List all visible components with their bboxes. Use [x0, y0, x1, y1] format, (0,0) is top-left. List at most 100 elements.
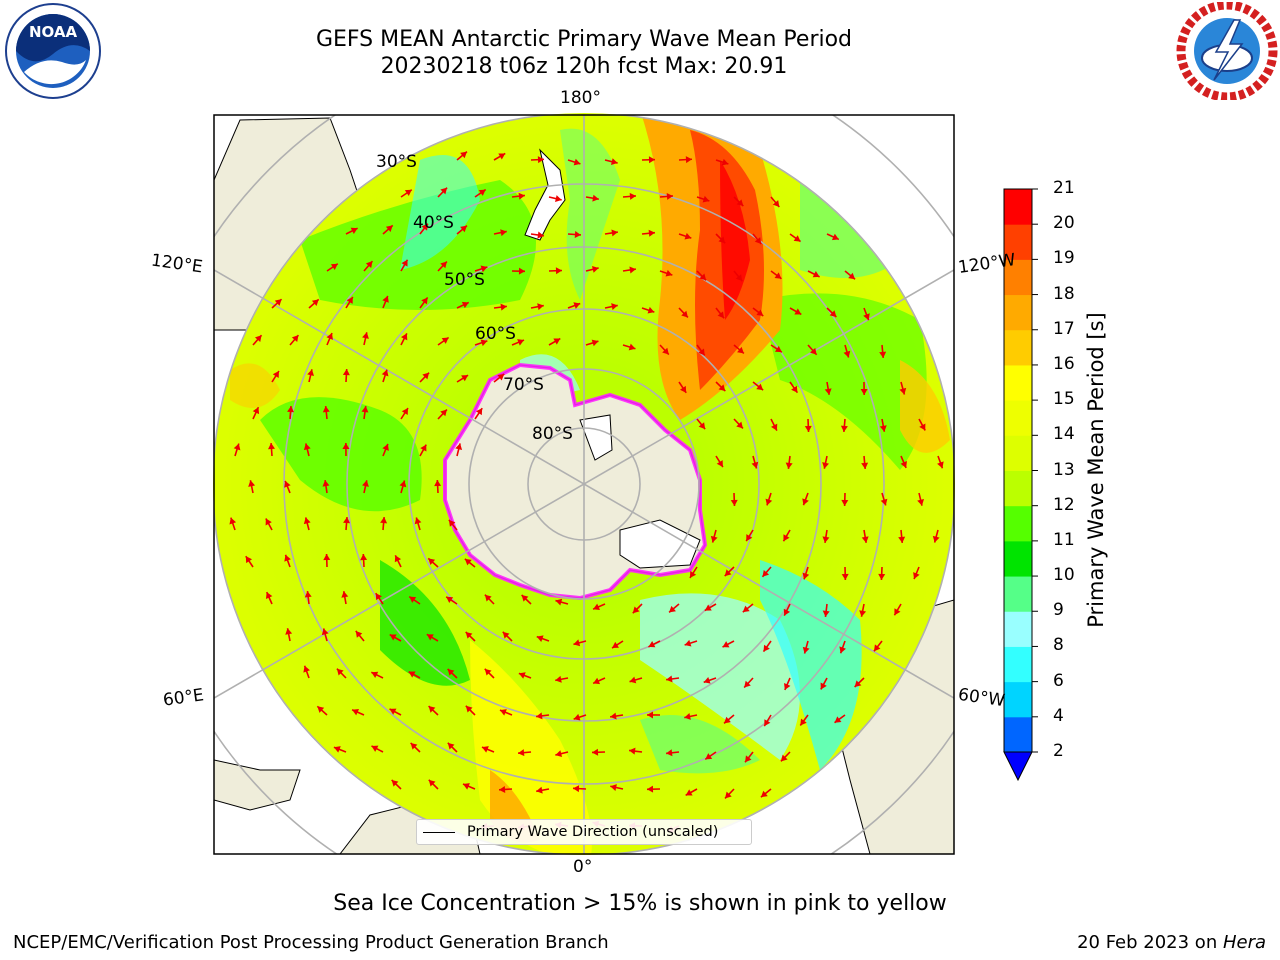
- colorbar-tick-label: 2: [1053, 741, 1064, 761]
- wave-direction-arrow: [428, 779, 439, 790]
- wave-direction-arrow: [464, 558, 476, 568]
- colorbar-tick-label: 15: [1053, 389, 1075, 410]
- wave-direction-arrow: [861, 455, 869, 470]
- wave-direction-arrow: [585, 339, 599, 347]
- colorbar-tick-label: 14: [1053, 424, 1075, 445]
- wave-direction-arrow: [592, 677, 606, 685]
- wave-direction-arrow: [474, 407, 483, 420]
- wave-direction-arrow: [342, 368, 350, 383]
- lat-label-30s: 30°S: [376, 152, 417, 172]
- wave-direction-arrow: [668, 603, 680, 614]
- wave-direction-arrow: [770, 418, 778, 431]
- wave-direction-arrow: [684, 712, 698, 720]
- wave-direction-arrow: [342, 442, 350, 457]
- wave-direction-arrow: [437, 336, 450, 346]
- wave-direction-arrow: [567, 231, 582, 239]
- wave-direction-arrow: [465, 631, 476, 642]
- wave-direction-arrow: [780, 751, 791, 762]
- wave-direction-arrow: [761, 566, 772, 578]
- wave-direction-arrow: [408, 670, 421, 679]
- wave-direction-arrow: [316, 705, 328, 716]
- colorbar-segment: [1004, 189, 1032, 225]
- wave-direction-arrow: [770, 270, 782, 280]
- wave-direction-arrow: [493, 303, 507, 311]
- wave-direction-arrow: [252, 334, 263, 346]
- wave-direction-arrow: [437, 187, 448, 198]
- wave-direction-arrow: [743, 677, 754, 689]
- wave-direction-arrow: [530, 303, 544, 311]
- wave-direction-arrow: [233, 443, 241, 457]
- lat-label-60s: 60°S: [475, 324, 516, 344]
- colorbar-segment: [1004, 540, 1032, 577]
- footer-date-text: 20 Feb 2023 on: [1077, 932, 1223, 953]
- colorbar-tick-label: 8: [1053, 635, 1064, 656]
- wave-direction-arrow: [900, 455, 907, 469]
- wave-direction-arrow: [696, 195, 710, 203]
- wave-direction-arrow: [360, 553, 368, 568]
- wave-direction-arrow: [536, 712, 550, 720]
- wave-direction-arrow: [548, 337, 561, 346]
- wave-direction-arrow: [770, 344, 783, 353]
- wave-direction-arrow: [268, 442, 275, 457]
- wave-direction-arrow: [744, 751, 754, 763]
- wave-direction-arrow: [807, 344, 818, 356]
- wave-direction-arrow: [715, 158, 729, 166]
- wave-direction-arrow: [704, 603, 717, 612]
- wave-direction-arrow: [484, 594, 495, 605]
- wave-direction-arrow: [610, 712, 624, 720]
- wave-direction-arrow: [511, 339, 525, 346]
- colorbar-tick-label: 21: [1053, 178, 1075, 198]
- wave-direction-arrow: [382, 295, 389, 309]
- wave-direction-arrow: [585, 194, 599, 202]
- wave-direction-arrow: [437, 260, 448, 272]
- wave-direction-arrow: [622, 266, 636, 274]
- wave-direction-arrow: [493, 152, 506, 161]
- wave-direction-arrow: [715, 307, 725, 319]
- wave-direction-arrow: [493, 229, 507, 237]
- wave-direction-arrow: [362, 332, 369, 346]
- wave-direction-arrow: [474, 188, 487, 198]
- wave-direction-arrow: [400, 189, 413, 198]
- wave-direction-arrow: [573, 639, 587, 647]
- wave-direction-arrow: [511, 192, 526, 200]
- wave-direction-arrow: [426, 633, 439, 642]
- wave-direction-arrow: [289, 334, 300, 346]
- wave-direction-arrow: [641, 229, 656, 237]
- wave-direction-arrow: [265, 518, 273, 531]
- wave-direction-arrow: [389, 633, 402, 642]
- wave-direction-arrow: [879, 344, 887, 359]
- wave-direction-arrow: [703, 677, 717, 684]
- wave-direction-arrow: [765, 492, 773, 506]
- colorbar-tick-label: 18: [1053, 283, 1075, 304]
- wave-direction-arrow: [715, 381, 726, 392]
- colorbar-tick-label: 13: [1053, 459, 1075, 480]
- wave-direction-arrow: [724, 566, 735, 577]
- footer-host: Hera: [1222, 932, 1266, 953]
- wave-direction-arrow: [419, 296, 429, 309]
- colorbar-tick-label: 20: [1053, 213, 1075, 234]
- legend-label: Primary Wave Direction (unscaled): [467, 824, 719, 840]
- colorbar-segment: [1004, 716, 1032, 753]
- wave-direction-arrow: [355, 630, 365, 642]
- lat-label-80s: 80°S: [532, 424, 573, 444]
- wave-direction-arrow: [370, 671, 384, 679]
- wave-direction-arrows: [229, 151, 944, 833]
- wave-direction-arrow: [380, 516, 388, 531]
- graticule: [214, 115, 954, 854]
- wave-direction-arrow: [898, 529, 906, 544]
- wave-direction-arrow: [752, 381, 764, 391]
- wave-direction-arrow: [784, 677, 791, 691]
- wave-direction-arrow: [456, 301, 470, 309]
- colorbar-segment: [1004, 646, 1032, 683]
- colorbar-segment: [1004, 224, 1032, 260]
- wave-direction-arrow: [646, 711, 661, 719]
- wave-direction-arrow: [822, 529, 830, 543]
- wave-direction-arrow: [427, 557, 439, 568]
- title-line-2: 20230218 t06z 120h fcst Max: 20.91: [380, 54, 788, 79]
- colorbar-under-arrow: [1003, 751, 1033, 782]
- wave-direction-arrow: [447, 742, 458, 753]
- wave-direction-arrow: [622, 192, 637, 200]
- wave-direction-arrow: [410, 742, 421, 753]
- wave-direction-arrow: [414, 517, 422, 531]
- wave-direction-arrow: [841, 492, 849, 507]
